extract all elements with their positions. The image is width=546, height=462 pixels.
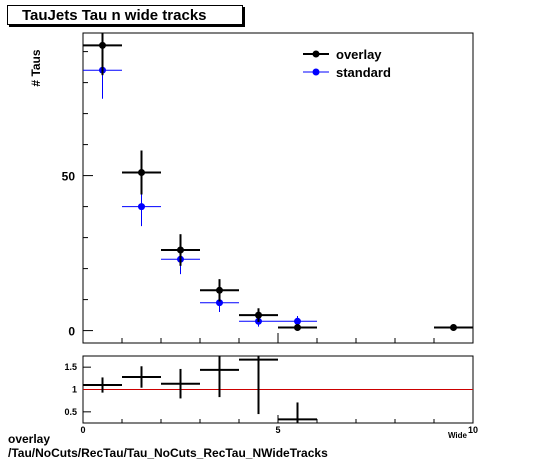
data-point [138, 169, 145, 176]
data-point [99, 41, 106, 49]
ratio-series [83, 356, 317, 423]
series-overlay [83, 33, 473, 331]
x-tick-label: 5 [275, 425, 280, 435]
caption-line-1: overlay [8, 432, 51, 446]
data-point [450, 324, 457, 331]
data-point [177, 246, 184, 254]
chart-title: TauJets Tau n wide tracks [7, 5, 243, 25]
y-tick-label: 0 [68, 325, 75, 339]
legend-label-overlay: overlay [336, 47, 382, 62]
data-point [255, 311, 262, 319]
caption-line-2: /Tau/NoCuts/RecTau/Tau_NoCuts_RecTau_NWi… [8, 446, 328, 460]
data-point [216, 299, 223, 307]
data-point [294, 317, 301, 325]
ratio-y-tick-label: 1 [72, 385, 77, 395]
data-point [216, 286, 223, 294]
ratio-y-tick-label: 1.5 [64, 362, 77, 372]
y-tick-label: 50 [62, 170, 76, 184]
data-point [138, 203, 145, 211]
ratio-y-tick-label: 0.5 [64, 407, 77, 417]
legend-label-standard: standard [336, 65, 391, 80]
legend-marker-standard [312, 68, 320, 76]
data-point [294, 324, 301, 331]
x-tick-label: 0 [80, 425, 85, 435]
series-standard [83, 41, 317, 327]
legend-marker-overlay [312, 50, 320, 58]
x-axis-label: Wide [448, 431, 468, 440]
y-axis-label: # Taus [29, 49, 43, 86]
x-tick-label: 10 [468, 425, 478, 435]
